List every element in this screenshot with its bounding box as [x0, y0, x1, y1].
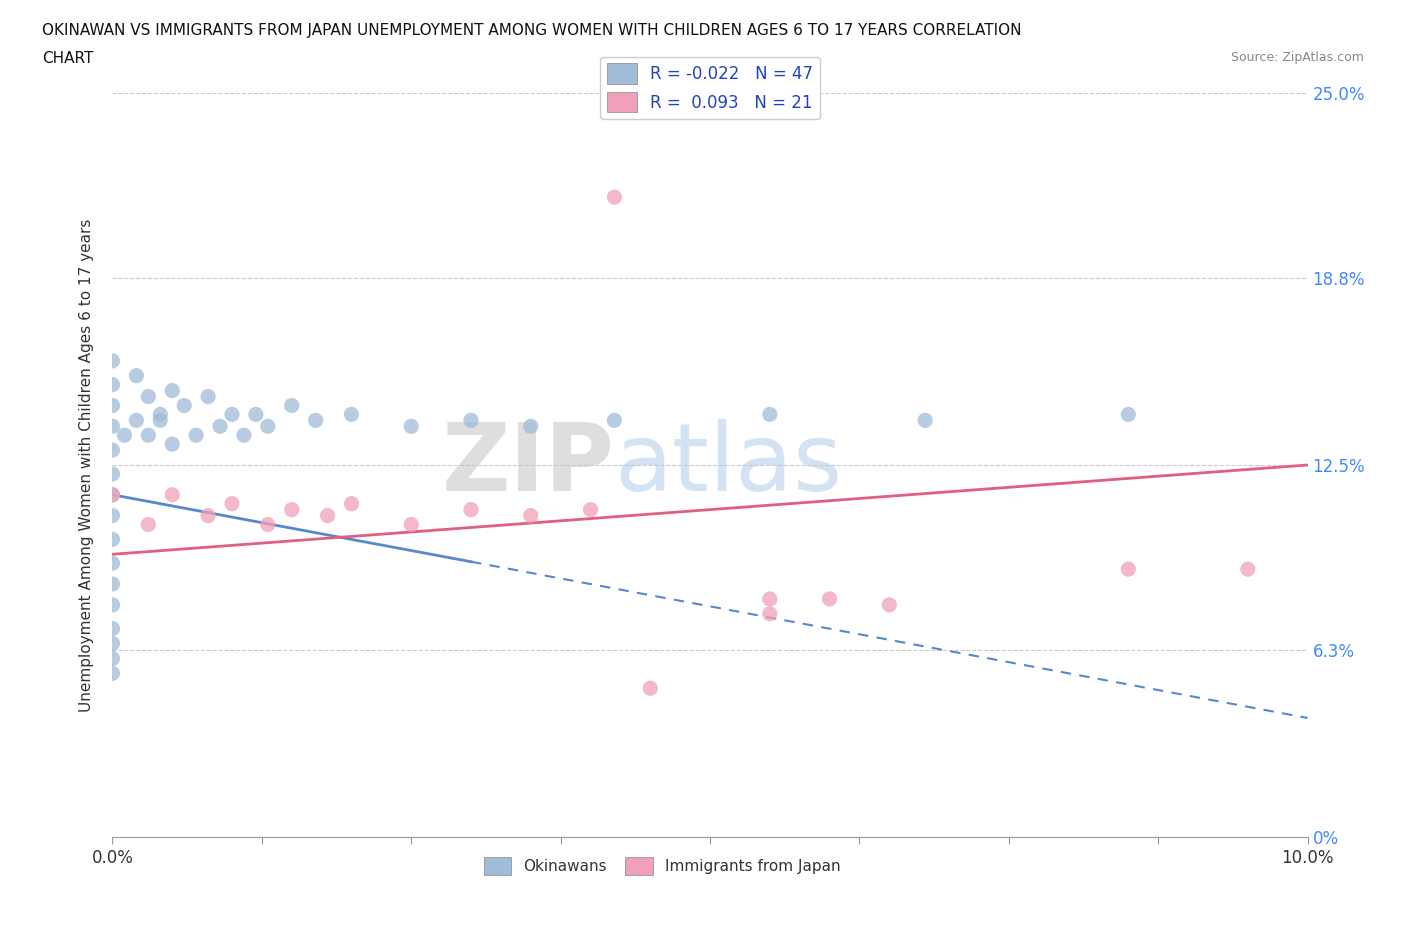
Point [245, 407, 267, 422]
Point [914, 413, 936, 428]
Point [101, 418, 124, 433]
Point [401, 418, 423, 433]
Point [197, 389, 219, 404]
Point [257, 517, 280, 532]
Point [640, 681, 662, 696]
Point [520, 508, 543, 523]
Point [101, 577, 124, 591]
Point [1118, 407, 1140, 422]
Point [221, 407, 243, 422]
Point [149, 407, 172, 422]
Point [101, 597, 124, 612]
Point [818, 591, 841, 606]
Text: atlas: atlas [614, 419, 842, 511]
Point [101, 532, 124, 547]
Point [186, 428, 208, 443]
Point [520, 418, 543, 433]
Point [221, 497, 243, 512]
Point [460, 413, 482, 428]
Point [281, 502, 304, 517]
Point [281, 398, 304, 413]
Point [101, 651, 124, 666]
Point [101, 666, 124, 681]
Point [101, 443, 124, 458]
Text: CHART: CHART [42, 51, 94, 66]
Point [114, 428, 135, 443]
Point [1237, 562, 1260, 577]
Y-axis label: Unemployment Among Women with Children Ages 6 to 17 years: Unemployment Among Women with Children A… [79, 219, 94, 711]
Point [101, 487, 124, 502]
Point [579, 502, 602, 517]
Point [138, 389, 160, 404]
Point [101, 621, 124, 636]
Point [197, 508, 219, 523]
Point [233, 428, 256, 443]
Point [305, 413, 328, 428]
Point [879, 597, 901, 612]
Point [340, 497, 363, 512]
Point [401, 517, 423, 532]
Point [162, 383, 183, 398]
Point [138, 517, 160, 532]
Point [603, 413, 626, 428]
Legend: Okinawans, Immigrants from Japan: Okinawans, Immigrants from Japan [478, 851, 846, 882]
Point [173, 398, 195, 413]
Point [316, 508, 339, 523]
Point [162, 437, 183, 452]
Point [101, 467, 124, 482]
Point [460, 502, 482, 517]
Point [101, 378, 124, 392]
Point [101, 398, 124, 413]
Point [209, 418, 232, 433]
Point [162, 487, 183, 502]
Text: OKINAWAN VS IMMIGRANTS FROM JAPAN UNEMPLOYMENT AMONG WOMEN WITH CHILDREN AGES 6 : OKINAWAN VS IMMIGRANTS FROM JAPAN UNEMPL… [42, 23, 1022, 38]
Text: ZIP: ZIP [441, 419, 614, 511]
Point [759, 606, 782, 621]
Point [759, 591, 782, 606]
Point [101, 636, 124, 651]
Point [257, 418, 280, 433]
Point [759, 407, 782, 422]
Point [101, 353, 124, 368]
Point [340, 407, 363, 422]
Point [125, 413, 148, 428]
Point [101, 487, 124, 502]
Point [125, 368, 148, 383]
Point [149, 413, 172, 428]
Point [1118, 562, 1140, 577]
Point [603, 190, 626, 205]
Point [101, 556, 124, 571]
Text: Source: ZipAtlas.com: Source: ZipAtlas.com [1230, 51, 1364, 64]
Point [138, 428, 160, 443]
Point [101, 508, 124, 523]
